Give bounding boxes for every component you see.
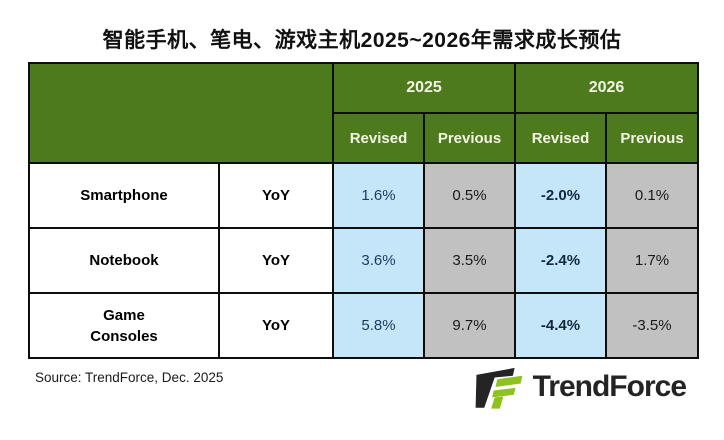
value-cell: -4.4% — [514, 292, 607, 359]
table-row-smartphone: Smartphone YoY 1.6% 0.5% -2.0% 0.1% — [28, 162, 699, 229]
metric-label: YoY — [218, 227, 334, 294]
value-cell: 3.6% — [332, 227, 425, 294]
sub-header-2025-revised: Revised — [332, 112, 425, 164]
sub-header-2025-previous: Previous — [423, 112, 516, 164]
year-header-2026: 2026 — [514, 62, 699, 114]
metric-label: YoY — [218, 292, 334, 359]
logo-wordmark: TrendForce — [532, 370, 687, 403]
value-cell: -2.0% — [514, 162, 607, 229]
sub-header-2026-previous: Previous — [605, 112, 699, 164]
value-cell: 3.5% — [423, 227, 516, 294]
value-cell: -2.4% — [514, 227, 607, 294]
source-note: Source: TrendForce, Dec. 2025 — [35, 370, 224, 385]
trendforce-logo: TrendForce — [473, 363, 687, 411]
product-label: Notebook — [28, 227, 220, 294]
sub-header-2026-revised: Revised — [514, 112, 607, 164]
sub-header-row: Revised Previous Revised Previous — [29, 112, 699, 164]
value-cell: 1.6% — [332, 162, 425, 229]
year-header-2025: 2025 — [332, 62, 516, 114]
metric-label: YoY — [218, 162, 334, 229]
value-cell: 0.1% — [605, 162, 699, 229]
value-cell: 0.5% — [423, 162, 516, 229]
product-label: Game Consoles — [28, 292, 220, 359]
trendforce-logo-icon — [475, 367, 523, 409]
value-cell: -3.5% — [605, 292, 699, 359]
value-cell: 9.7% — [423, 292, 516, 359]
page-title: 智能手机、笔电、游戏主机2025~2026年需求成长预估 — [102, 29, 622, 52]
table-row-notebook: Notebook YoY 3.6% 3.5% -2.4% 1.7% — [28, 227, 699, 294]
forecast-table: 2025 2026 Revised Previous Revised Previ… — [28, 62, 699, 359]
value-cell: 1.7% — [605, 227, 699, 294]
corner-header-cell — [28, 62, 334, 164]
table-row-game-consoles: Game Consoles YoY 5.8% 9.7% -4.4% -3.5% — [28, 292, 699, 359]
year-header-row: 2025 2026 — [28, 62, 699, 164]
product-label: Smartphone — [28, 162, 220, 229]
value-cell: 5.8% — [332, 292, 425, 359]
